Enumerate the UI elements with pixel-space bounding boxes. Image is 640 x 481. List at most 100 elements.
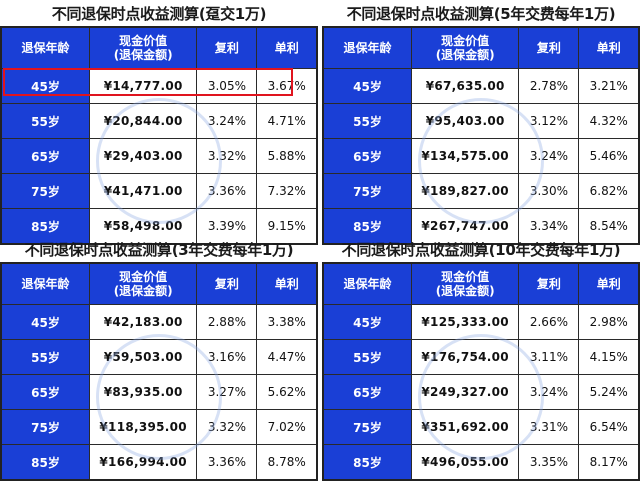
cash-value-cell: ¥351,692.00 [410, 409, 520, 445]
panel-5-year-payment: 不同退保时点收益测算(5年交费每年1万) 退保年龄 现金价值 (退保金额) 复利 … [322, 2, 640, 245]
panel-title: 不同退保时点收益测算(10年交费每年1万) [341, 241, 621, 259]
cash-value-cell: ¥134,575.00 [410, 138, 520, 174]
header-compound: 复利 [196, 26, 258, 69]
cash-value-cell: ¥29,403.00 [88, 138, 198, 174]
age-cell: 45岁 [0, 68, 90, 104]
simple-cell: 8.78% [256, 444, 318, 481]
header-compound: 复利 [518, 26, 580, 69]
table-row: 75岁 ¥351,692.00 3.31% 6.54% [322, 409, 640, 445]
panel-title: 不同退保时点收益测算(趸交1万) [51, 5, 267, 23]
header-cash-value: 现金价值 (退保金额) [410, 262, 520, 305]
compound-cell: 3.36% [196, 444, 258, 481]
table-row: 85岁 ¥166,994.00 3.36% 8.78% [0, 444, 318, 481]
header-cash-line1: 现金价值 [441, 270, 490, 284]
table-header-row: 退保年龄 现金价值 (退保金额) 复利 单利 [322, 262, 640, 305]
simple-cell: 4.32% [578, 103, 640, 139]
compound-cell: 3.12% [518, 103, 580, 139]
age-cell: 45岁 [322, 68, 412, 104]
table-row: 55岁 ¥176,754.00 3.11% 4.15% [322, 339, 640, 375]
cash-value-cell: ¥118,395.00 [88, 409, 198, 445]
cash-value-cell: ¥14,777.00 [88, 68, 198, 104]
simple-cell: 7.02% [256, 409, 318, 445]
cash-value-cell: ¥42,183.00 [88, 304, 198, 340]
simple-cell: 4.71% [256, 103, 318, 139]
table-row: 55岁 ¥95,403.00 3.12% 4.32% [322, 103, 640, 139]
header-simple: 单利 [578, 262, 640, 305]
cash-value-cell: ¥249,327.00 [410, 374, 520, 410]
compound-cell: 3.36% [196, 173, 258, 209]
header-simple: 单利 [256, 26, 318, 69]
cash-value-cell: ¥58,498.00 [88, 208, 198, 245]
returns-table: 退保年龄 现金价值 (退保金额) 复利 单利 45岁 ¥42,183.00 2.8… [0, 262, 318, 481]
header-age: 退保年龄 [322, 262, 412, 305]
header-cash-value: 现金价值 (退保金额) [88, 262, 198, 305]
table-row: 65岁 ¥134,575.00 3.24% 5.46% [322, 138, 640, 174]
header-age: 退保年龄 [0, 262, 90, 305]
table-row: 85岁 ¥496,055.00 3.35% 8.17% [322, 444, 640, 481]
table-row: 75岁 ¥189,827.00 3.30% 6.82% [322, 173, 640, 209]
age-cell: 55岁 [322, 103, 412, 139]
table-header-row: 退保年龄 现金价值 (退保金额) 复利 单利 [0, 262, 318, 305]
header-simple: 单利 [578, 26, 640, 69]
age-cell: 85岁 [0, 444, 90, 481]
header-cash-line1: 现金价值 [119, 34, 168, 48]
header-cash-line2: (退保金额) [435, 284, 495, 298]
table-row: 65岁 ¥83,935.00 3.27% 5.62% [0, 374, 318, 410]
cash-value-cell: ¥496,055.00 [410, 444, 520, 481]
age-cell: 45岁 [322, 304, 412, 340]
panel-lump-sum: 不同退保时点收益测算(趸交1万) 退保年龄 现金价值 (退保金额) 复利 单利 4… [0, 2, 318, 245]
table-row: 45岁 ¥125,333.00 2.66% 2.98% [322, 304, 640, 340]
simple-cell: 6.82% [578, 173, 640, 209]
age-cell: 85岁 [322, 444, 412, 481]
age-cell: 65岁 [322, 138, 412, 174]
header-cash-line2: (退保金额) [113, 284, 173, 298]
age-cell: 75岁 [0, 409, 90, 445]
cash-value-cell: ¥67,635.00 [410, 68, 520, 104]
panel-10-year-payment: 不同退保时点收益测算(10年交费每年1万) 退保年龄 现金价值 (退保金额) 复利… [322, 238, 640, 481]
header-cash-line2: (退保金额) [435, 48, 495, 62]
compound-cell: 3.31% [518, 409, 580, 445]
compound-cell: 3.24% [518, 374, 580, 410]
age-cell: 55岁 [322, 339, 412, 375]
compound-cell: 3.32% [196, 409, 258, 445]
header-simple: 单利 [256, 262, 318, 305]
age-cell: 45岁 [0, 304, 90, 340]
age-cell: 65岁 [0, 374, 90, 410]
cash-value-cell: ¥189,827.00 [410, 173, 520, 209]
panel-title: 不同退保时点收益测算(3年交费每年1万) [24, 241, 294, 259]
simple-cell: 4.15% [578, 339, 640, 375]
age-cell: 55岁 [0, 339, 90, 375]
age-cell: 75岁 [0, 173, 90, 209]
compound-cell: 3.11% [518, 339, 580, 375]
panel-3-year-payment: 不同退保时点收益测算(3年交费每年1万) 退保年龄 现金价值 (退保金额) 复利 … [0, 238, 318, 481]
panel-title: 不同退保时点收益测算(5年交费每年1万) [346, 5, 616, 23]
table-row: 55岁 ¥59,503.00 3.16% 4.47% [0, 339, 318, 375]
compound-cell: 3.32% [196, 138, 258, 174]
table-row: 55岁 ¥20,844.00 3.24% 4.71% [0, 103, 318, 139]
cash-value-cell: ¥95,403.00 [410, 103, 520, 139]
compound-cell: 2.88% [196, 304, 258, 340]
simple-cell: 8.54% [578, 208, 640, 245]
compound-cell: 3.24% [518, 138, 580, 174]
compound-cell: 3.27% [196, 374, 258, 410]
cash-value-cell: ¥83,935.00 [88, 374, 198, 410]
compound-cell: 3.35% [518, 444, 580, 481]
header-cash-value: 现金价值 (退保金额) [88, 26, 198, 69]
cash-value-cell: ¥20,844.00 [88, 103, 198, 139]
header-cash-line1: 现金价值 [441, 34, 490, 48]
compound-cell: 3.24% [196, 103, 258, 139]
header-compound: 复利 [518, 262, 580, 305]
table-row: 75岁 ¥41,471.00 3.36% 7.32% [0, 173, 318, 209]
table-header-row: 退保年龄 现金价值 (退保金额) 复利 单利 [322, 26, 640, 69]
table-row: 45岁 ¥14,777.00 3.05% 3.67% [0, 68, 318, 104]
cash-value-cell: ¥166,994.00 [88, 444, 198, 481]
cash-value-cell: ¥176,754.00 [410, 339, 520, 375]
age-cell: 65岁 [322, 374, 412, 410]
simple-cell: 7.32% [256, 173, 318, 209]
header-cash-value: 现金价值 (退保金额) [410, 26, 520, 69]
header-cash-line1: 现金价值 [119, 270, 168, 284]
header-age: 退保年龄 [0, 26, 90, 69]
table-row: 45岁 ¥67,635.00 2.78% 3.21% [322, 68, 640, 104]
returns-table: 退保年龄 现金价值 (退保金额) 复利 单利 45岁 ¥125,333.00 2.… [322, 262, 640, 481]
table-row: 85岁 ¥58,498.00 3.39% 9.15% [0, 208, 318, 245]
